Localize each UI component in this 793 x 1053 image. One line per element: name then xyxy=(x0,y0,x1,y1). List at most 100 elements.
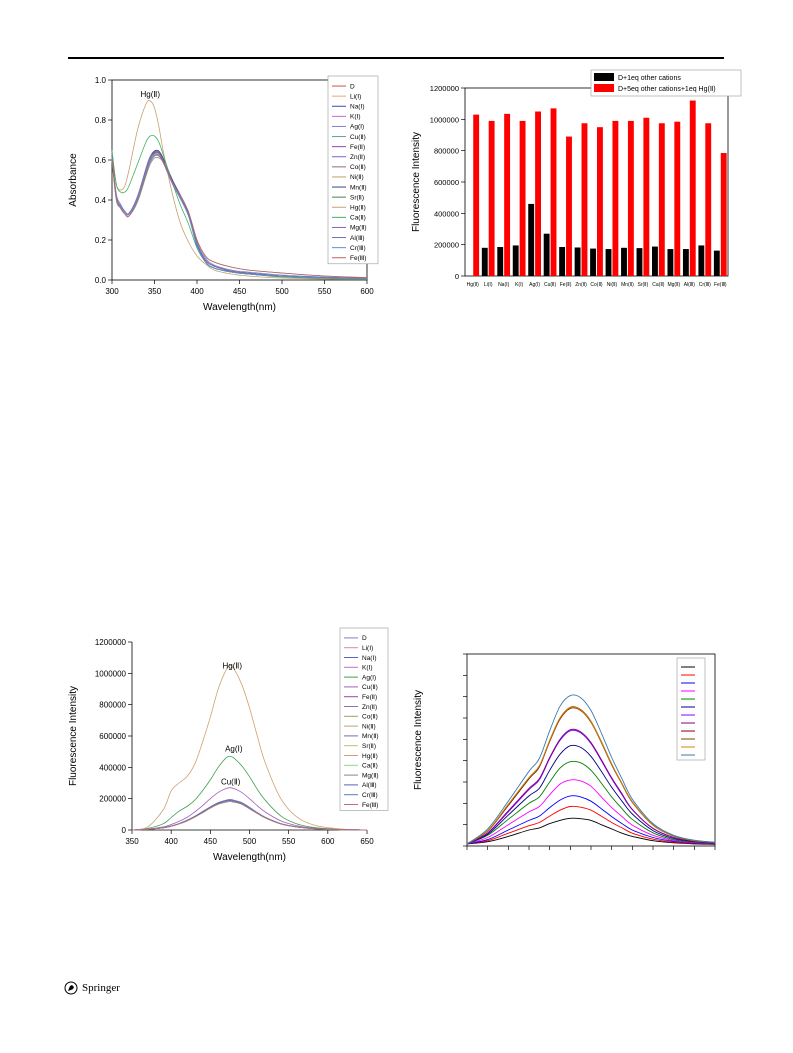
y-tick-label: 0 xyxy=(455,272,459,281)
x-tick-label: Cr(Ⅲ) xyxy=(699,282,711,288)
legend-swatch xyxy=(594,84,614,92)
legend-box xyxy=(590,69,742,97)
series-line xyxy=(131,787,368,831)
bar xyxy=(621,247,627,276)
y-tick-label: 0.0 xyxy=(95,276,107,285)
x-tick-label: K(Ⅰ) xyxy=(515,282,523,288)
legend-label: Zn(Ⅱ) xyxy=(362,704,377,711)
y-tick-label: 1000000 xyxy=(95,669,127,678)
legend-label: K(Ⅰ) xyxy=(362,665,373,672)
x-tick-label: 500 xyxy=(275,287,289,296)
series-line xyxy=(111,153,368,280)
y-tick-label: 1200000 xyxy=(430,84,459,93)
x-tick-label: Cu(Ⅱ) xyxy=(544,282,557,288)
x-tick-label: Sr(Ⅱ) xyxy=(638,282,649,288)
annotation: Ag(Ⅰ) xyxy=(225,745,243,754)
bar xyxy=(574,247,581,276)
x-tick-label: 600 xyxy=(321,837,335,846)
legend-label: Na(Ⅰ) xyxy=(362,655,377,662)
x-tick-label: Al(Ⅲ) xyxy=(684,282,696,288)
series-line xyxy=(466,694,716,845)
bar xyxy=(682,249,689,276)
legend-box xyxy=(676,657,706,761)
bar xyxy=(636,248,643,276)
bar xyxy=(566,136,572,276)
legend-label: Ca(Ⅱ) xyxy=(350,215,366,222)
bar xyxy=(590,248,596,276)
bar xyxy=(481,247,488,276)
x-tick-label: Hg(Ⅱ) xyxy=(467,282,480,288)
bar xyxy=(581,123,588,276)
bar xyxy=(720,153,727,276)
y-tick-label: 0.6 xyxy=(95,156,107,165)
x-tick-label: Na(Ⅰ) xyxy=(498,282,510,288)
x-tick-label: 650 xyxy=(360,837,374,846)
titration-spectra-chart: Fluorescence Intensity xyxy=(413,653,716,850)
legend-label: Mg(Ⅱ) xyxy=(362,772,379,779)
legend-label: Fe(Ⅱ) xyxy=(362,694,377,701)
legend-label: Al(Ⅲ) xyxy=(362,782,377,789)
y-axis-label: Fluorescence Intensity xyxy=(411,132,422,232)
legend-label: Ni(Ⅱ) xyxy=(350,174,364,181)
y-tick-label: 400000 xyxy=(434,209,459,218)
annotation: Cu(Ⅱ) xyxy=(221,778,241,787)
bar xyxy=(488,120,495,277)
legend-label: Cr(Ⅲ) xyxy=(362,792,378,799)
legend-label: Sr(Ⅱ) xyxy=(362,743,376,750)
legend-swatch xyxy=(594,73,614,81)
legend-label: Al(Ⅲ) xyxy=(350,235,365,242)
x-axis-label: Wavelength(nm) xyxy=(213,852,286,863)
footer: Springer xyxy=(64,980,120,996)
legend-label: D xyxy=(362,635,367,642)
series-line xyxy=(111,154,368,278)
bar xyxy=(667,249,674,276)
bar xyxy=(597,127,603,276)
series-line xyxy=(131,665,368,831)
legend-label: Co(Ⅱ) xyxy=(362,714,378,721)
bar xyxy=(519,120,526,277)
legend-label: Mn(Ⅱ) xyxy=(350,184,367,191)
y-tick-label: 600000 xyxy=(434,178,459,187)
fluorescence-bar-chart: 0 200000 400000 600000 800000 1000000 1200000 F… xyxy=(411,69,742,288)
legend-label: K(Ⅰ) xyxy=(350,114,361,121)
legend-label: Zn(Ⅱ) xyxy=(350,154,365,161)
publisher-name: Springer xyxy=(82,982,120,994)
bar xyxy=(512,245,519,276)
legend-label: Cr(Ⅲ) xyxy=(350,245,366,252)
y-tick-label: 800000 xyxy=(434,147,459,156)
series-line xyxy=(466,760,716,845)
x-tick-label: Ag(Ⅰ) xyxy=(529,282,540,288)
bar xyxy=(652,246,658,276)
bar xyxy=(658,123,665,276)
y-tick-label: 1200000 xyxy=(95,638,127,647)
x-tick-label: Fe(Ⅱ) xyxy=(560,282,572,288)
legend-label: Ag(Ⅰ) xyxy=(362,674,376,681)
y-tick-label: 1000000 xyxy=(430,115,459,124)
x-tick-label: 600 xyxy=(360,287,374,296)
bar xyxy=(605,249,612,276)
bar xyxy=(543,233,550,276)
legend-box xyxy=(327,75,379,265)
legend-label: Fe(Ⅲ) xyxy=(350,255,366,262)
legend-label: D xyxy=(350,83,355,90)
legend-label: Cu(Ⅱ) xyxy=(362,684,378,691)
series-line xyxy=(466,817,716,845)
bar xyxy=(504,113,511,276)
bar xyxy=(559,247,566,276)
legend-label: Li(Ⅰ) xyxy=(350,93,361,100)
legend-label: Ag(Ⅰ) xyxy=(350,124,364,131)
x-axis-label: Wavelength(nm) xyxy=(203,302,276,313)
series-line xyxy=(466,706,716,845)
y-tick-label: 0 xyxy=(122,826,127,835)
bar xyxy=(643,117,650,276)
series-line xyxy=(131,798,368,831)
x-tick-label: 500 xyxy=(243,837,257,846)
fluorescence-spectra-chart: 350 400 450 500 550 600 650 0 200000 400000 600000… xyxy=(68,627,389,863)
x-tick-label: 400 xyxy=(164,837,178,846)
series-line xyxy=(466,779,716,845)
series-line xyxy=(131,755,368,831)
y-tick-label: 400000 xyxy=(99,763,126,772)
y-tick-label: 800000 xyxy=(99,701,126,710)
x-tick-label: 450 xyxy=(204,837,218,846)
legend-label: Hg(Ⅱ) xyxy=(350,205,366,212)
